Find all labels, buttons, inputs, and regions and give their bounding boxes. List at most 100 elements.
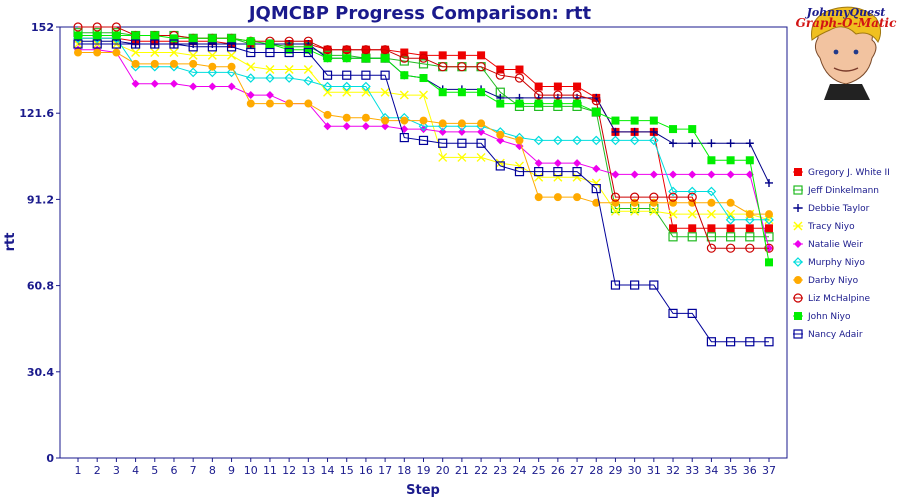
legend-label: Gregory J. White II <box>808 168 890 178</box>
data-point <box>745 210 754 219</box>
data-point <box>457 127 466 136</box>
legend-label: Natalie Weir <box>808 240 863 250</box>
data-point <box>265 73 275 83</box>
x-tick-label: 9 <box>228 464 235 477</box>
data-point <box>73 22 83 32</box>
data-point <box>227 82 236 91</box>
data-point <box>418 135 429 146</box>
data-point <box>477 88 486 97</box>
data-point <box>265 40 274 49</box>
data-point <box>208 62 217 71</box>
legend-label: Liz McHalpine <box>808 294 871 304</box>
x-tick-label: 13 <box>301 464 315 477</box>
legend-marker <box>793 329 803 339</box>
data-point <box>342 45 352 55</box>
johnnyquest-logo: JohnnyQuest Graph-O-Matic <box>796 5 897 101</box>
data-point <box>726 198 735 207</box>
series-line <box>78 35 770 263</box>
data-point <box>764 214 774 225</box>
data-point <box>380 45 390 55</box>
data-point <box>726 224 735 233</box>
data-point <box>688 125 697 134</box>
x-tick-label: 10 <box>244 464 258 477</box>
data-point <box>457 51 466 60</box>
data-point <box>687 209 697 219</box>
x-tick-label: 23 <box>493 464 507 477</box>
data-point <box>592 108 601 117</box>
data-point <box>553 167 563 177</box>
data-point <box>207 67 218 78</box>
data-point <box>726 243 736 253</box>
data-point <box>669 125 678 134</box>
legend-marker <box>794 312 802 320</box>
data-point <box>322 70 333 80</box>
x-tick-label: 8 <box>209 464 216 477</box>
data-point <box>342 87 352 97</box>
data-point <box>322 81 333 92</box>
legend-label: John Niyo <box>807 312 851 322</box>
data-point <box>285 99 294 108</box>
data-point <box>419 51 428 60</box>
data-point <box>515 99 524 108</box>
x-tick-label: 37 <box>762 464 776 477</box>
data-point <box>553 90 563 100</box>
y-tick-label: 121.6 <box>19 107 54 120</box>
data-point <box>515 136 524 145</box>
data-point <box>573 193 582 202</box>
data-point <box>533 135 544 146</box>
data-point <box>496 65 505 74</box>
data-point <box>630 280 640 290</box>
data-point <box>764 232 774 242</box>
data-point <box>304 45 313 54</box>
x-tick-label: 21 <box>455 464 469 477</box>
data-point <box>227 34 236 43</box>
data-point <box>764 337 774 347</box>
data-point <box>495 158 505 168</box>
series-line <box>78 43 769 343</box>
data-point <box>726 156 735 165</box>
data-point <box>725 214 736 225</box>
data-point <box>687 232 697 242</box>
data-point <box>553 159 562 168</box>
data-point <box>246 47 256 58</box>
data-point <box>361 70 371 80</box>
data-point <box>381 54 390 63</box>
data-point <box>400 116 409 125</box>
data-point <box>381 116 390 125</box>
data-point <box>188 50 198 60</box>
data-point <box>707 156 716 165</box>
data-point <box>207 50 217 60</box>
data-point <box>438 127 447 136</box>
data-point <box>419 90 428 100</box>
data-point <box>169 39 179 49</box>
legend: Gregory J. White II Jeff Dinkelmann Debbie… <box>793 168 890 340</box>
data-point <box>649 170 658 179</box>
legend-item: Gregory J. White II <box>793 168 890 178</box>
x-tick-label: 27 <box>570 464 584 477</box>
data-point <box>227 50 237 60</box>
x-tick-label: 35 <box>724 464 738 477</box>
data-point <box>323 87 333 97</box>
data-point <box>649 280 659 290</box>
data-point <box>418 53 429 63</box>
data-point <box>687 186 698 197</box>
data-point <box>668 192 678 202</box>
data-point <box>726 170 735 179</box>
data-point <box>419 125 428 134</box>
x-tick-label: 34 <box>704 464 718 477</box>
data-point <box>572 135 582 146</box>
data-point <box>399 56 409 66</box>
data-point <box>342 113 351 122</box>
data-point <box>707 139 716 148</box>
data-point <box>246 62 256 72</box>
plot-area <box>59 26 788 459</box>
legend-label: Nancy Adair <box>808 330 863 340</box>
data-point <box>573 82 582 91</box>
data-point <box>150 31 159 40</box>
data-point <box>169 79 178 88</box>
data-point <box>208 34 217 43</box>
data-point <box>648 135 659 146</box>
data-point <box>303 76 314 86</box>
data-point <box>303 65 313 75</box>
data-point <box>227 62 236 71</box>
